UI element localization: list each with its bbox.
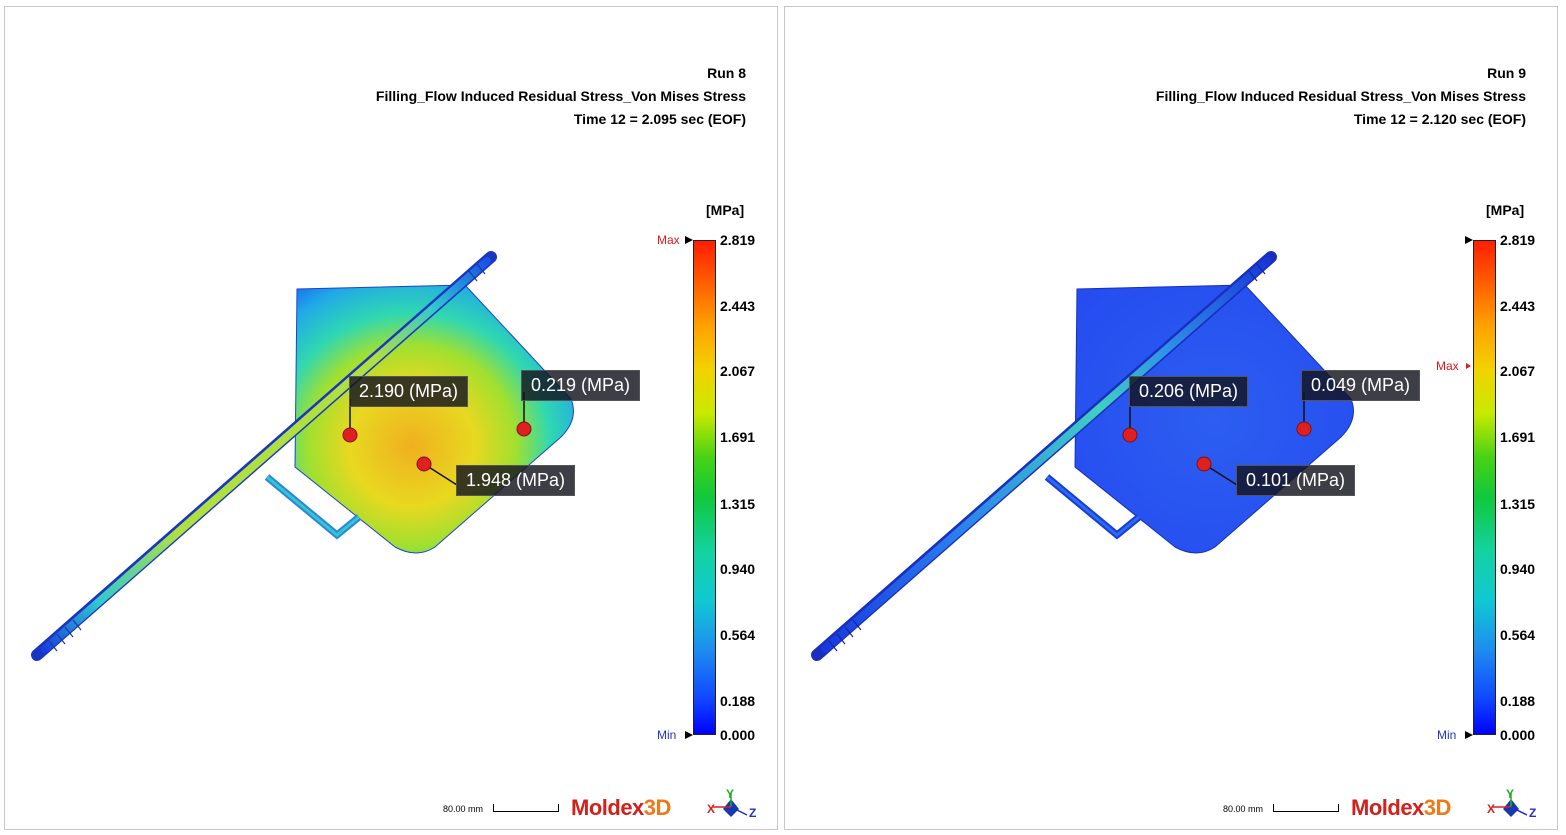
min-marker-label: Min: [657, 728, 677, 742]
probe-marker: [342, 427, 358, 443]
result-header: Run 8 Filling_Flow Induced Residual Stre…: [376, 62, 746, 131]
rod-body: [821, 257, 1271, 653]
svg-text:Z: Z: [1529, 806, 1536, 820]
legend-tick: 1.315: [1500, 496, 1536, 512]
plate-region: [1074, 284, 1354, 554]
run-title: Run 9: [1487, 65, 1526, 81]
result-name: Filling_Flow Induced Residual Stress_Von…: [375, 88, 746, 104]
svg-text:Z: Z: [749, 806, 756, 820]
svg-text:Y: Y: [726, 789, 734, 801]
top-arrow: [1465, 236, 1473, 244]
probe-marker: [416, 456, 432, 472]
probe-label: 0.101 (MPa): [1236, 465, 1356, 496]
legend-tick: 2.443: [720, 298, 756, 314]
probe-label: 0.206 (MPa): [1129, 376, 1249, 407]
max-marker-label: Max: [1436, 359, 1459, 373]
moldex3d-logo: Moldex3D: [1351, 795, 1451, 820]
legend-tick: 0.000: [720, 727, 756, 743]
svg-text:X: X: [707, 802, 715, 816]
scale-length-bar: [1273, 804, 1339, 812]
legend-unit: [MPa]: [1486, 202, 1525, 218]
legend-unit: [MPa]: [706, 202, 745, 218]
legend-tick: 1.691: [1500, 429, 1536, 445]
probe-label: 1.948 (MPa): [456, 465, 576, 496]
probe-marker: [1122, 427, 1138, 443]
plate-region: [294, 284, 574, 554]
max-marker-arrow: [1466, 363, 1471, 369]
result-header: Run 9 Filling_Flow Induced Residual Stre…: [1156, 62, 1526, 131]
moldex3d-logo: Moldex3D: [571, 795, 671, 820]
legend-tick: 0.940: [1500, 561, 1536, 577]
legend-tick: 2.819: [1500, 232, 1536, 248]
time-step: Time 12 = 2.120 sec (EOF): [1353, 111, 1526, 127]
legend-tick: 1.315: [720, 496, 756, 512]
scale-length-bar: [493, 804, 559, 812]
legend-tick: 2.067: [1500, 363, 1536, 379]
legend-tick: 0.940: [720, 561, 756, 577]
result-name: Filling_Flow Induced Residual Stress_Von…: [1155, 88, 1526, 104]
max-marker-label: Max: [657, 233, 680, 247]
legend-tick: 0.564: [720, 627, 756, 643]
run-title: Run 8: [707, 65, 746, 81]
legend-tick: 2.819: [720, 232, 756, 248]
legend-tick: 0.188: [720, 693, 756, 709]
probe-marker: [1296, 421, 1312, 437]
scale-length-label: 80.00 mm: [443, 804, 484, 814]
max-marker-arrow: [685, 236, 693, 244]
rod-body: [41, 257, 491, 653]
svg-text:X: X: [1487, 802, 1495, 816]
result-viewport-run9[interactable]: Run 9 Filling_Flow Induced Residual Stre…: [784, 6, 1558, 830]
legend-tick: 0.188: [1500, 693, 1536, 709]
legend-tick: 0.564: [1500, 627, 1536, 643]
min-marker-arrow: [1465, 731, 1473, 739]
legend-tick: 1.691: [720, 429, 756, 445]
axis-triad-icon[interactable]: X Y Z: [1485, 789, 1541, 823]
legend-tick: 2.443: [1500, 298, 1536, 314]
svg-text:Y: Y: [1506, 789, 1514, 801]
legend-tick: 2.067: [720, 363, 756, 379]
probe-marker: [516, 421, 532, 437]
probe-label: 0.219 (MPa): [521, 370, 641, 401]
probe-marker: [1196, 456, 1212, 472]
color-legend: [1473, 240, 1496, 735]
time-step: Time 12 = 2.095 sec (EOF): [573, 111, 746, 127]
min-marker-label: Min: [1437, 728, 1457, 742]
part-model[interactable]: [785, 7, 1558, 830]
probe-label: 2.190 (MPa): [349, 376, 469, 407]
part-model[interactable]: [5, 7, 778, 830]
legend-tick: 0.000: [1500, 727, 1536, 743]
min-marker-arrow: [685, 731, 693, 739]
probe-label: 0.049 (MPa): [1301, 370, 1421, 401]
result-viewport-run8[interactable]: Run 8 Filling_Flow Induced Residual Stre…: [4, 6, 778, 830]
axis-triad-icon[interactable]: X Y Z: [705, 789, 761, 823]
color-legend: [693, 240, 716, 735]
scale-length-label: 80.00 mm: [1223, 804, 1264, 814]
